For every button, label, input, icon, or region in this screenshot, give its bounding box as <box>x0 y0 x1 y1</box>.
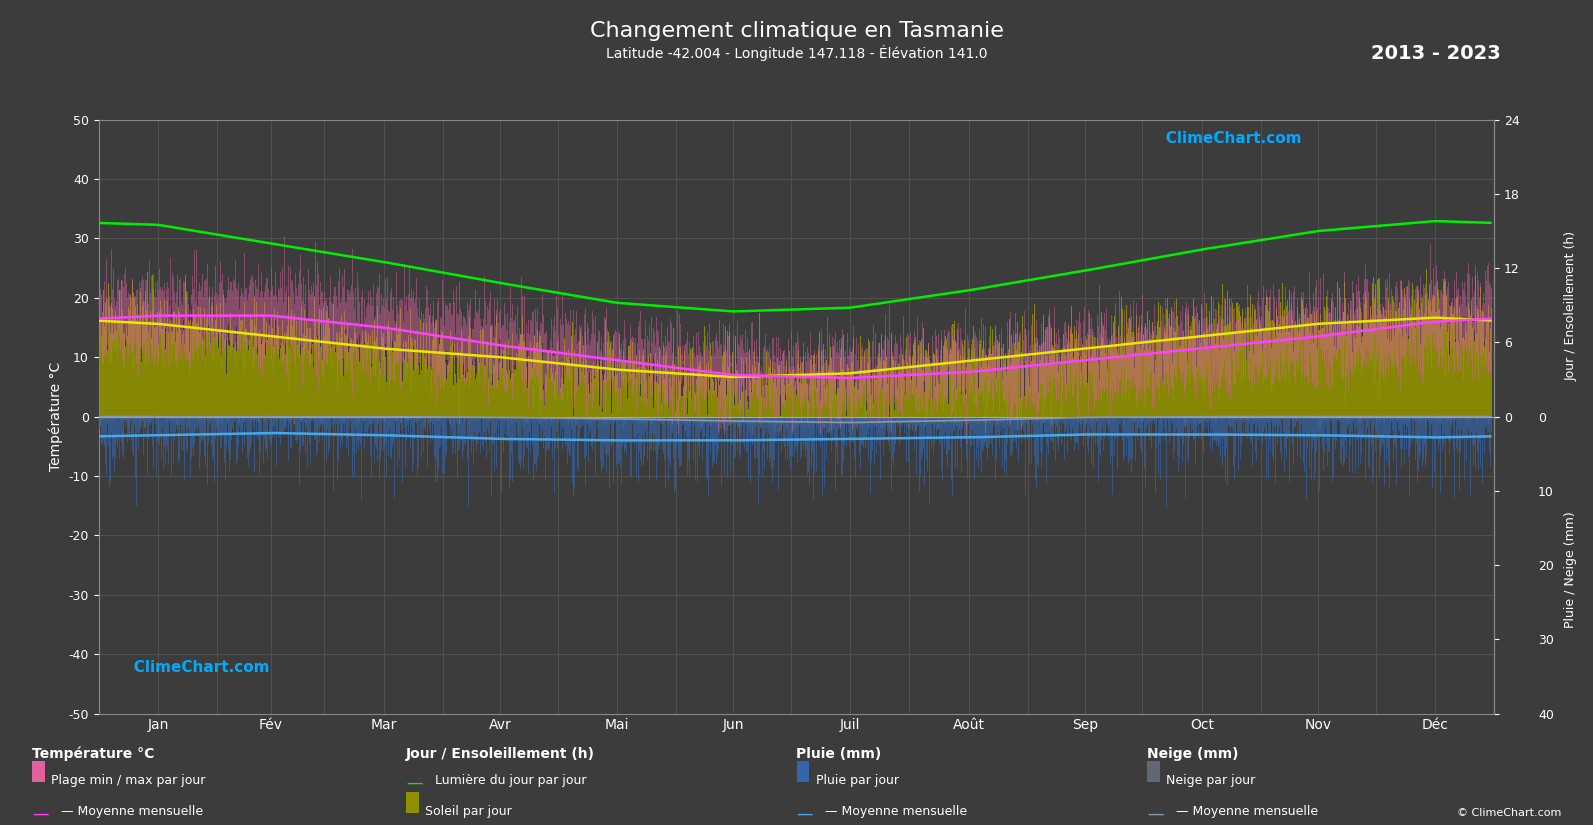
Text: Pluie (mm): Pluie (mm) <box>796 747 883 761</box>
Text: Pluie par jour: Pluie par jour <box>816 774 898 787</box>
Text: — Moyenne mensuelle: — Moyenne mensuelle <box>61 805 202 818</box>
Text: Neige (mm): Neige (mm) <box>1147 747 1238 761</box>
Text: ClimeChart.com: ClimeChart.com <box>1150 131 1301 146</box>
Text: © ClimeChart.com: © ClimeChart.com <box>1456 808 1561 818</box>
Text: — Moyenne mensuelle: — Moyenne mensuelle <box>1176 805 1317 818</box>
Text: —: — <box>796 805 812 823</box>
Text: ClimeChart.com: ClimeChart.com <box>118 660 269 675</box>
Text: Plage min / max par jour: Plage min / max par jour <box>51 774 205 787</box>
Y-axis label: Température °C: Température °C <box>48 362 64 471</box>
Text: 2013 - 2023: 2013 - 2023 <box>1372 44 1501 63</box>
Text: — Moyenne mensuelle: — Moyenne mensuelle <box>825 805 967 818</box>
Text: —: — <box>1147 805 1163 823</box>
Text: Neige par jour: Neige par jour <box>1166 774 1255 787</box>
Text: Soleil par jour: Soleil par jour <box>425 805 511 818</box>
Text: Latitude -42.004 - Longitude 147.118 - Élévation 141.0: Latitude -42.004 - Longitude 147.118 - É… <box>605 45 988 61</box>
Text: Jour / Ensoleillement (h): Jour / Ensoleillement (h) <box>406 747 596 761</box>
Text: —: — <box>406 774 422 792</box>
Text: Jour / Ensoleillement (h): Jour / Ensoleillement (h) <box>1564 231 1577 381</box>
Text: Pluie / Neige (mm): Pluie / Neige (mm) <box>1564 512 1577 629</box>
Text: —: — <box>32 805 48 823</box>
Text: Changement climatique en Tasmanie: Changement climatique en Tasmanie <box>589 21 1004 40</box>
Text: Lumière du jour par jour: Lumière du jour par jour <box>435 774 586 787</box>
Text: Température °C: Température °C <box>32 747 155 761</box>
